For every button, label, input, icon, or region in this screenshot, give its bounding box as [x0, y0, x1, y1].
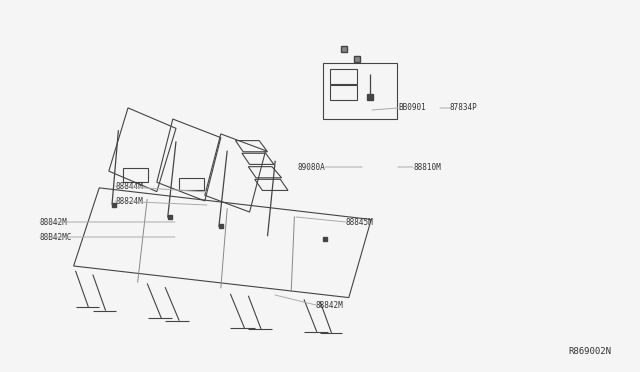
Text: 88842M: 88842M — [316, 301, 344, 310]
Text: R869002N: R869002N — [568, 347, 611, 356]
Bar — [179, 178, 204, 190]
Text: 88824M: 88824M — [115, 196, 143, 205]
Text: 88B42MC: 88B42MC — [40, 232, 72, 241]
Text: 88844M: 88844M — [115, 182, 143, 190]
Bar — [123, 168, 148, 182]
Text: 88845M: 88845M — [346, 218, 374, 227]
Text: 89080A: 89080A — [297, 163, 325, 171]
Bar — [323, 63, 397, 119]
Text: BB0901: BB0901 — [398, 103, 426, 112]
Text: 88842M: 88842M — [40, 218, 68, 227]
Text: 88810M: 88810M — [413, 163, 441, 171]
Text: 87834P: 87834P — [450, 103, 477, 112]
